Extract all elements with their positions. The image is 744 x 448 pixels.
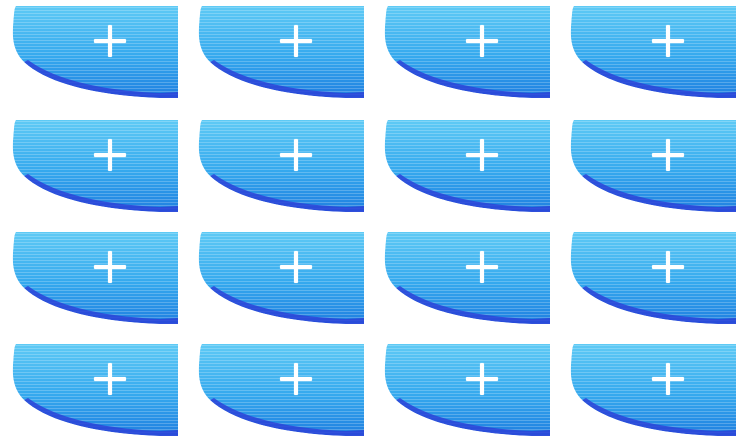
- add-tile-r1-c4[interactable]: [568, 4, 736, 100]
- add-tile-r4-c3[interactable]: [382, 342, 550, 438]
- plus-icon: [94, 139, 126, 171]
- plus-icon: [94, 251, 126, 283]
- plus-icon: [94, 363, 126, 395]
- add-tile-r1-c3[interactable]: [382, 4, 550, 100]
- plus-icon: [280, 25, 312, 57]
- plus-icon: [280, 363, 312, 395]
- add-tile-r4-c2[interactable]: [196, 342, 364, 438]
- add-tile-r2-c1[interactable]: [10, 118, 178, 214]
- plus-icon: [466, 139, 498, 171]
- plus-icon: [466, 363, 498, 395]
- tile-shape: [570, 6, 736, 98]
- plus-icon: [652, 363, 684, 395]
- tile-shape: [198, 232, 364, 324]
- add-tile-r3-c2[interactable]: [196, 230, 364, 326]
- add-tile-r1-c2[interactable]: [196, 4, 364, 100]
- tile-shape: [12, 344, 178, 436]
- tile-shape: [384, 6, 550, 98]
- tile-shape: [12, 120, 178, 212]
- plus-icon: [280, 251, 312, 283]
- plus-icon: [94, 25, 126, 57]
- add-tile-r3-c3[interactable]: [382, 230, 550, 326]
- tile-shape: [384, 344, 550, 436]
- tile-shape: [198, 6, 364, 98]
- add-tile-r3-c4[interactable]: [568, 230, 736, 326]
- tile-shape: [198, 344, 364, 436]
- add-tile-r2-c3[interactable]: [382, 118, 550, 214]
- tile-shape: [384, 120, 550, 212]
- tile-shape: [570, 344, 736, 436]
- add-tile-r3-c1[interactable]: [10, 230, 178, 326]
- add-tile-r2-c2[interactable]: [196, 118, 364, 214]
- add-tile-r4-c1[interactable]: [10, 342, 178, 438]
- tile-shape: [198, 120, 364, 212]
- plus-icon: [280, 139, 312, 171]
- tile-shape: [12, 6, 178, 98]
- plus-icon: [466, 251, 498, 283]
- tile-shape: [384, 232, 550, 324]
- add-tile-r2-c4[interactable]: [568, 118, 736, 214]
- tile-shape: [570, 120, 736, 212]
- tile-shape: [12, 232, 178, 324]
- plus-icon: [652, 251, 684, 283]
- plus-icon: [652, 139, 684, 171]
- plus-icon: [652, 25, 684, 57]
- tile-shape: [570, 232, 736, 324]
- add-tile-r4-c4[interactable]: [568, 342, 736, 438]
- add-tile-r1-c1[interactable]: [10, 4, 178, 100]
- plus-icon: [466, 25, 498, 57]
